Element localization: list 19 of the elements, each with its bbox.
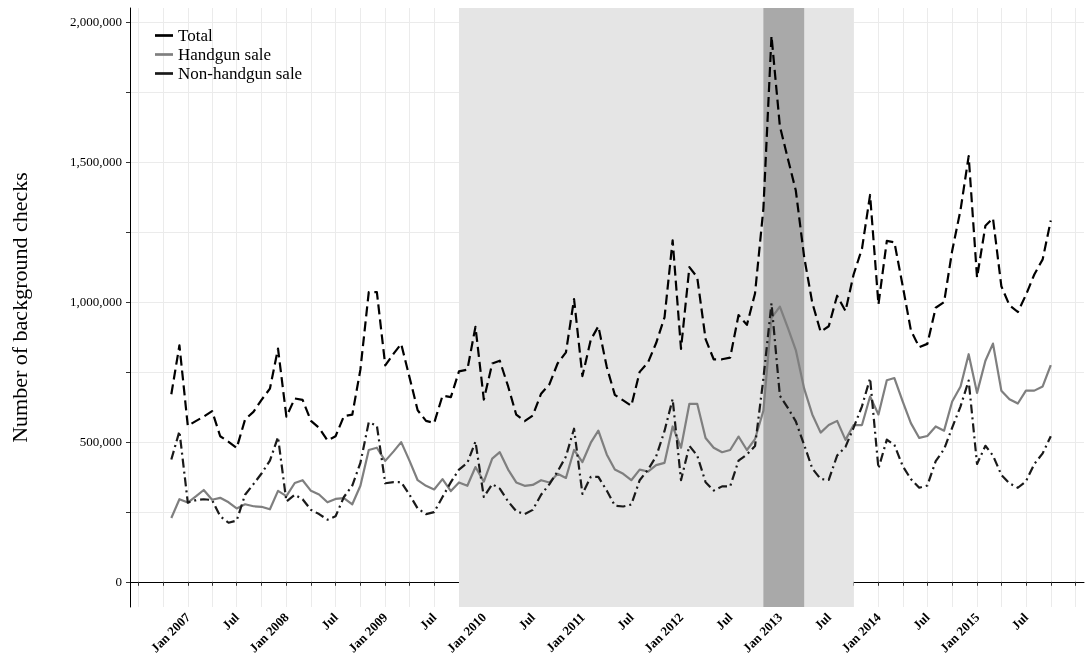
x-tick-label: Jul (811, 609, 835, 633)
y-tick-label: 1,500,000 (70, 154, 122, 170)
y-tick-label: 1,000,000 (70, 294, 122, 310)
x-tick-label: Jan 2011 (542, 609, 588, 655)
legend-label: Total (178, 26, 213, 45)
x-tick-label: Jul (317, 609, 342, 633)
y-axis-title: Number of background checks (6, 172, 32, 443)
x-tick-label: Jul (1008, 609, 1032, 633)
x-tick-label: Jul (219, 609, 243, 633)
y-tick-label: 0 (115, 574, 122, 590)
legend-label: Non-handgun sale (178, 64, 303, 83)
x-tick-label: Jul (515, 609, 539, 633)
legend-label: Handgun sale (178, 45, 272, 64)
x-tick-label: Jul (909, 609, 933, 633)
y-tick-label: 2,000,000 (70, 14, 122, 30)
x-tick-label: Jul (613, 609, 637, 633)
x-tick-label: Jul (416, 609, 440, 633)
x-tick-label: Jul (712, 609, 736, 633)
y-tick-label: 500,000 (79, 434, 122, 450)
